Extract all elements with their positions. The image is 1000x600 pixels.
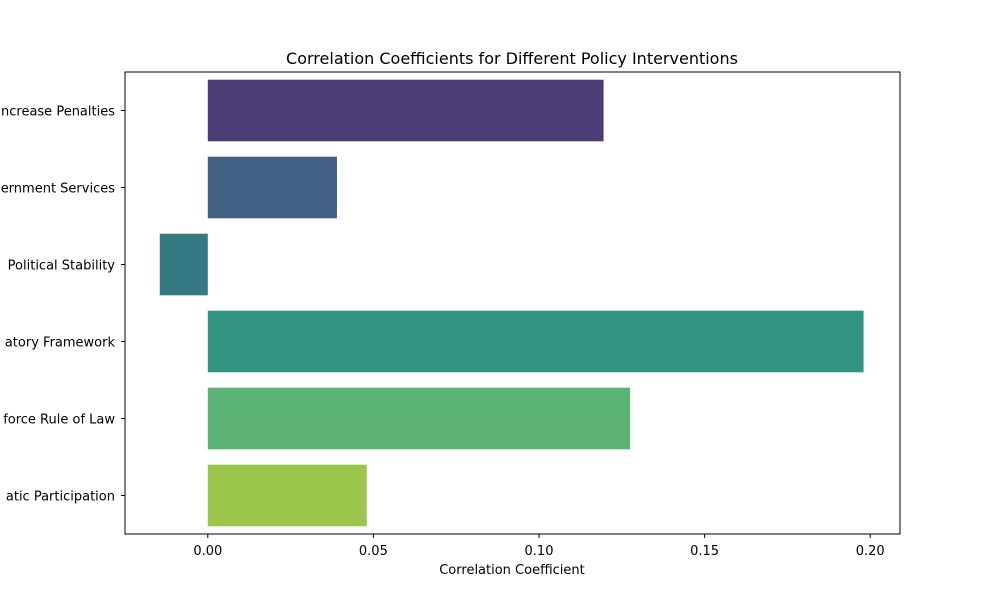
bar <box>207 464 367 527</box>
x-tick-label: 0.00 <box>193 544 222 559</box>
x-axis-label: Correlation Coefficient <box>439 563 585 578</box>
y-tick-label: atic Participation <box>6 490 115 505</box>
y-tick-label: Political Stability <box>8 259 116 274</box>
y-tick-label: atory Framework <box>5 336 116 351</box>
bar <box>207 79 604 142</box>
chart-title: Correlation Coefficients for Different P… <box>286 49 738 68</box>
x-tick-label: 0.15 <box>690 544 719 559</box>
bar <box>207 387 631 450</box>
y-axis: ncrease Penalties ernment Services Politic… <box>1 105 125 505</box>
bar <box>207 310 864 373</box>
x-tick-label: 0.10 <box>525 544 554 559</box>
bar <box>159 233 208 296</box>
x-tick-label: 0.05 <box>359 544 388 559</box>
bars-layer <box>159 79 864 527</box>
bar <box>207 156 337 219</box>
x-tick-label: 0.20 <box>856 544 885 559</box>
y-tick-label: force Rule of Law <box>3 413 115 428</box>
y-tick-label: ernment Services <box>1 182 116 197</box>
x-axis: 0.00 0.05 0.10 0.15 0.20 <box>193 534 885 559</box>
y-tick-label: ncrease Penalties <box>1 105 115 120</box>
plot-frame <box>124 71 901 535</box>
